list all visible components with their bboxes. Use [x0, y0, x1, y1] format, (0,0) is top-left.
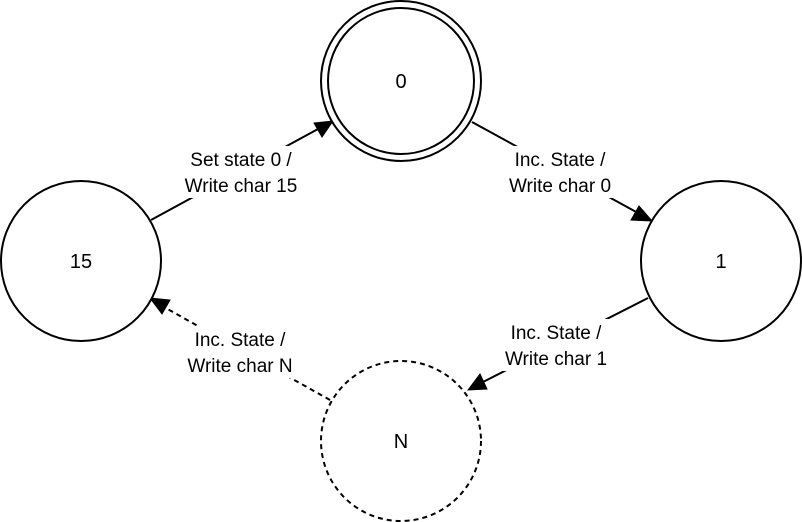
edge-label-0-to-1: Inc. State / Write char 0: [498, 146, 622, 198]
edge-n-to-15: [148, 297, 331, 401]
svg-text:Write char 1: Write char 1: [505, 349, 607, 370]
state-15: 15: [0, 180, 162, 342]
state-1: 1: [640, 180, 802, 342]
state-n: N: [320, 360, 482, 522]
svg-text:Inc. State /: Inc. State /: [195, 330, 287, 351]
edge-label-n-to-15: Inc. State / Write char N: [178, 326, 302, 378]
state-0: 0: [320, 0, 482, 162]
svg-text:Inc. State /: Inc. State /: [515, 150, 607, 171]
svg-text:Write char 15: Write char 15: [185, 176, 298, 197]
svg-text:N: N: [394, 431, 408, 453]
edge-label-15-to-0: Set state 0 / Write char 15: [172, 146, 310, 198]
svg-text:1: 1: [715, 251, 726, 273]
svg-text:Write char 0: Write char 0: [509, 176, 611, 197]
edge-label-1-to-n: Inc. State / Write char 1: [494, 319, 618, 371]
svg-text:Inc. State /: Inc. State /: [511, 323, 603, 344]
svg-text:0: 0: [395, 71, 406, 93]
svg-text:15: 15: [70, 251, 92, 273]
svg-text:Write char N: Write char N: [187, 356, 292, 377]
svg-text:Set state 0 /: Set state 0 /: [190, 150, 292, 171]
state-0-inner-ring: [327, 7, 475, 155]
